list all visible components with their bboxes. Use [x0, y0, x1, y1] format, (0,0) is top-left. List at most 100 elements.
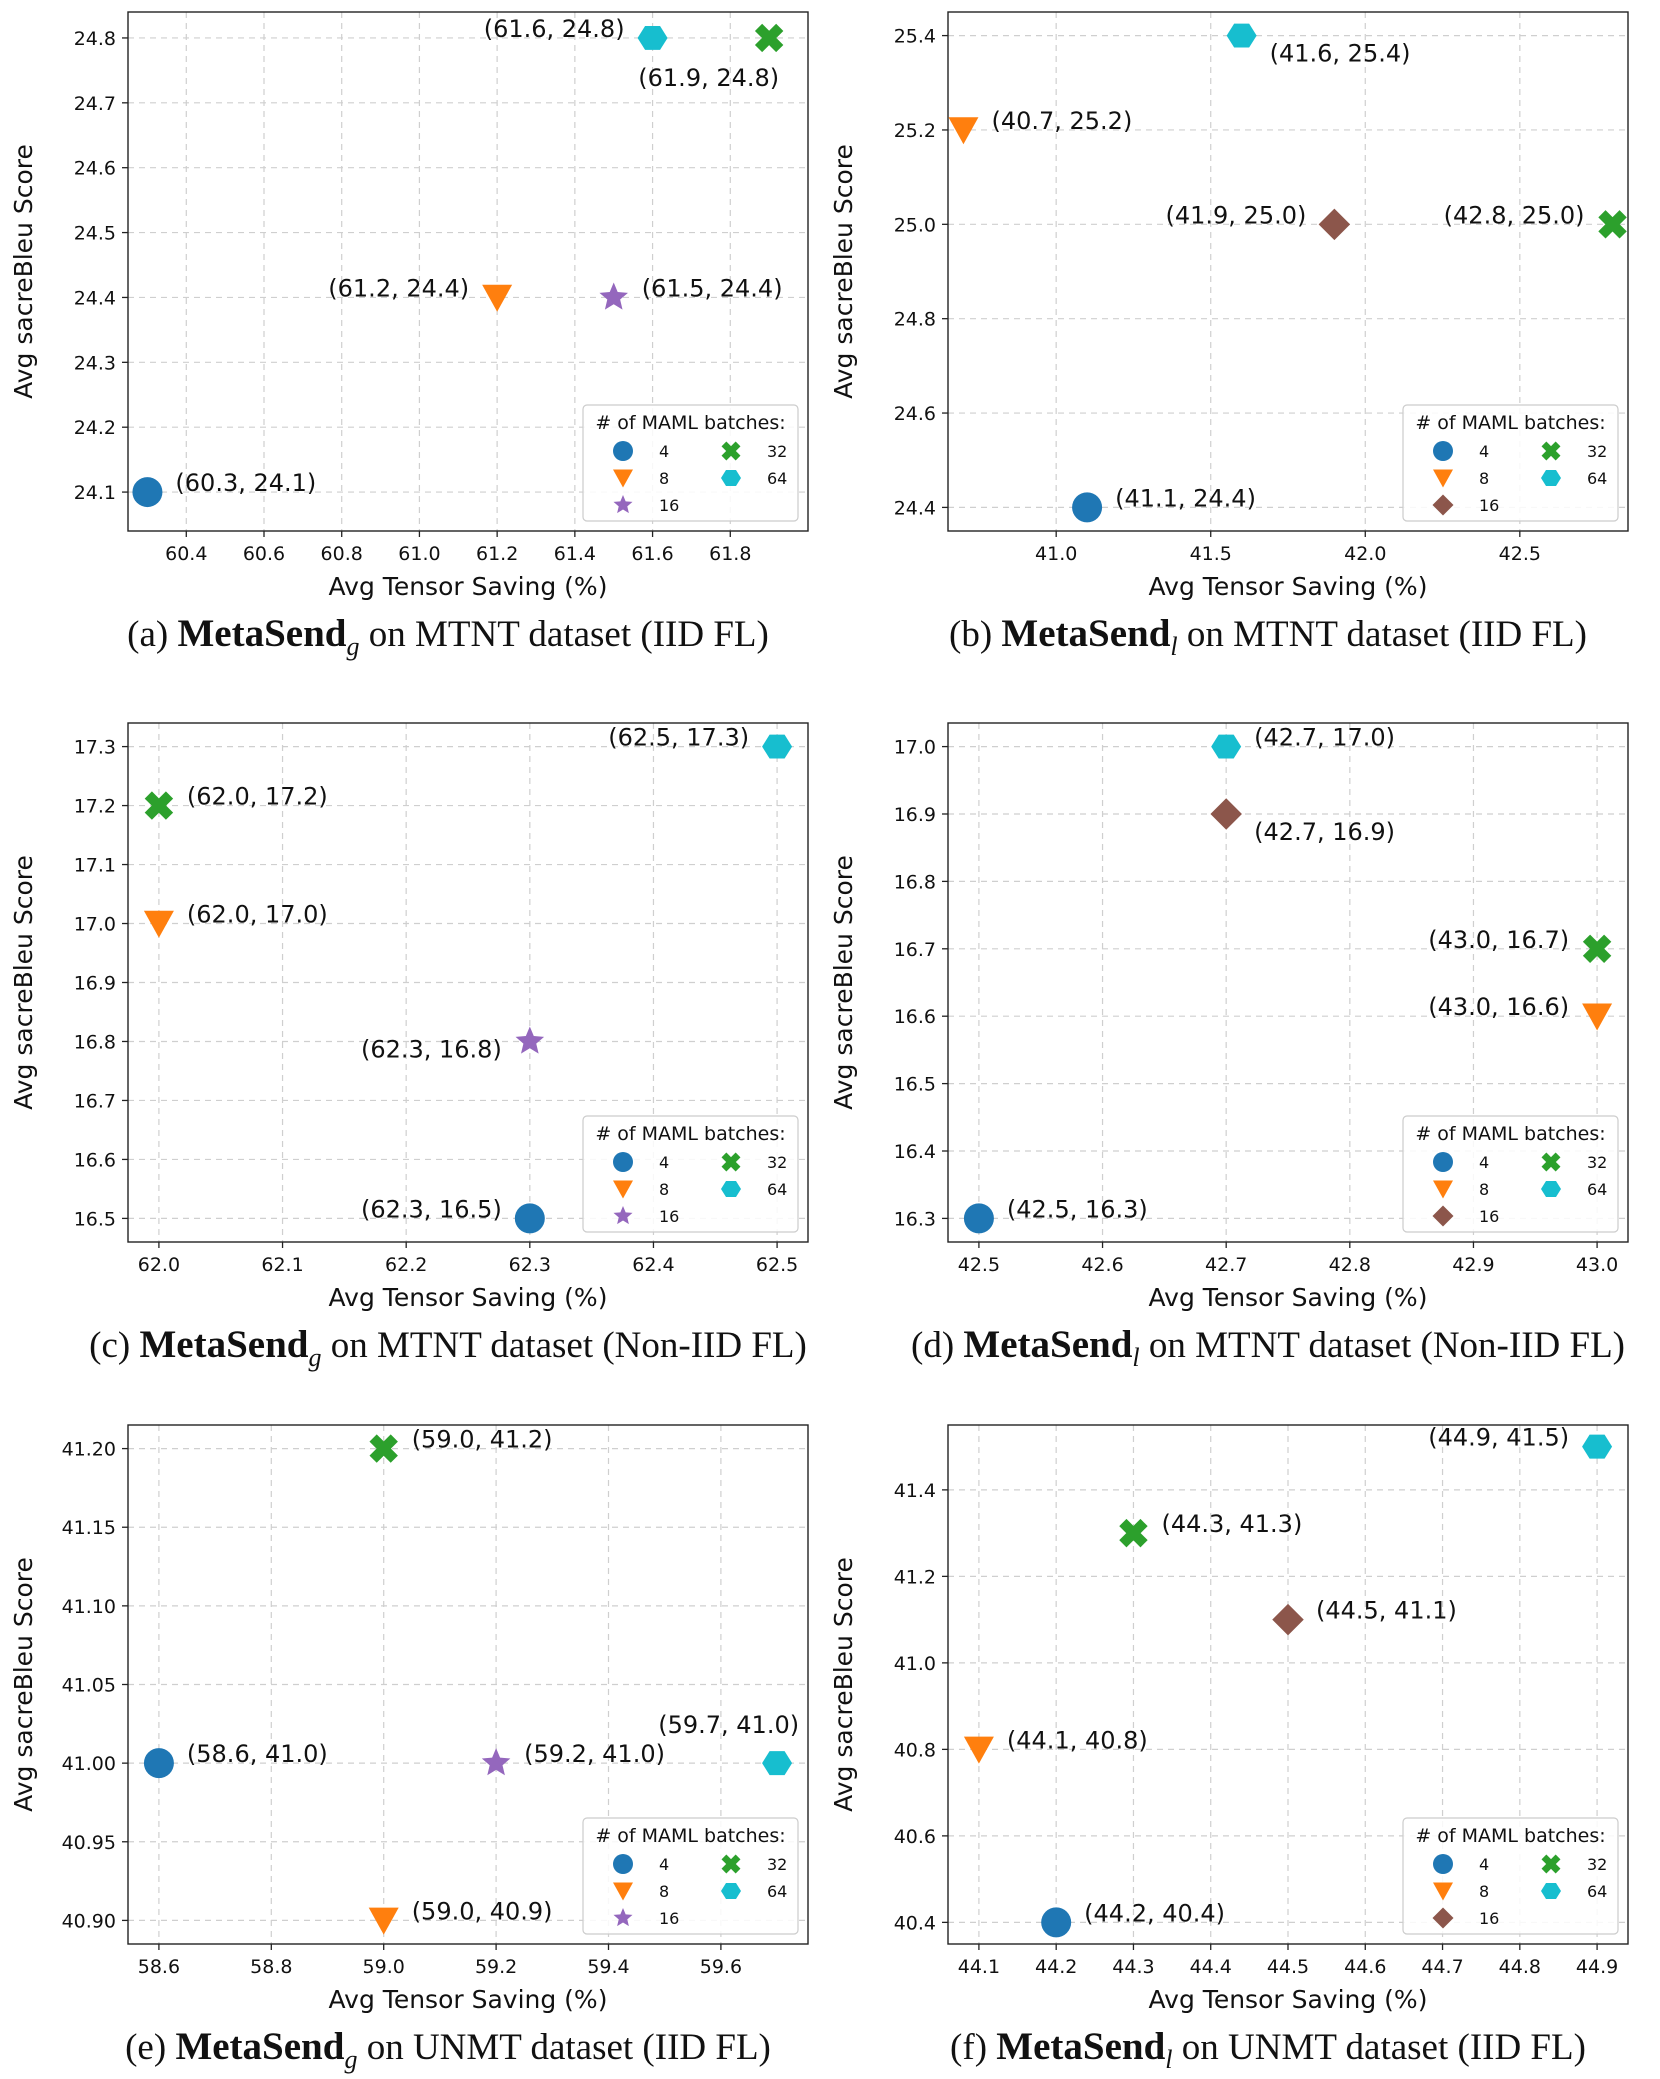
data-point-32-batches	[754, 23, 784, 53]
caption-label: (e)	[125, 2027, 175, 2068]
caption-label: (f)	[950, 2027, 996, 2068]
y-tick-label: 17.2	[74, 796, 116, 818]
data-label: (59.0, 41.2)	[412, 1426, 553, 1454]
x-axis-label: Avg Tensor Saving (%)	[1149, 572, 1428, 601]
legend-title: # of MAML batches:	[595, 1825, 785, 1847]
data-point-4-batches	[963, 1203, 994, 1234]
legend-box	[1402, 404, 1619, 522]
x-tick-label: 42.0	[1344, 543, 1386, 565]
figure-caption: (a) MetaSendg on MTNT dataset (IID FL)	[127, 612, 769, 661]
legend-marker-4	[613, 441, 633, 461]
data-label: (58.6, 41.0)	[187, 1740, 328, 1768]
caption-method: MetaSend	[175, 2025, 344, 2068]
caption-subscript: g	[308, 1343, 321, 1372]
legend-marker-32	[1541, 1152, 1561, 1172]
legend-marker-16	[613, 1206, 633, 1225]
x-tick-label: 62.2	[385, 1254, 427, 1276]
data-point-4-batches	[1072, 492, 1103, 523]
data-label: (60.3, 24.1)	[175, 469, 316, 497]
legend-box	[582, 1817, 799, 1935]
y-axis-label: Avg sacreBleu Score	[829, 1557, 858, 1812]
y-tick-label: 24.6	[74, 158, 116, 180]
chart-panel-c: 62.0 62.1 62.2 62.3 62.4 62.5 16.5 16.6 16.7 16.8…	[9, 722, 809, 1372]
caption-label: (b)	[949, 614, 1001, 655]
legend-label: 4	[1479, 1855, 1489, 1874]
x-tick-label: 61.6	[631, 543, 673, 565]
caption-subscript: g	[344, 2045, 357, 2074]
data-point-16-batches	[1318, 208, 1351, 241]
x-tick-label: 42.9	[1452, 1254, 1494, 1276]
legend-marker-64	[721, 470, 741, 486]
caption-subscript: l	[1170, 632, 1177, 661]
legend-marker-64	[721, 1181, 741, 1197]
legend-label: 4	[1479, 442, 1489, 461]
y-tick-label: 24.3	[74, 352, 116, 374]
legend-marker-32	[721, 1854, 741, 1874]
data-point-4-batches	[514, 1203, 545, 1234]
caption-subscript: l	[1165, 2045, 1172, 2074]
data-label: (42.7, 17.0)	[1254, 724, 1395, 752]
legend-marker-4	[613, 1854, 633, 1874]
data-label: (41.6, 25.4)	[1270, 40, 1411, 68]
legend-marker-32	[1541, 441, 1561, 461]
data-label: (61.6, 24.8)	[484, 15, 625, 43]
data-label: (59.7, 41.0)	[658, 1711, 799, 1739]
legend-marker-32-stroke-b	[1541, 441, 1561, 461]
data-label: (62.5, 17.3)	[608, 724, 749, 752]
x-tick-label: 62.0	[138, 1254, 180, 1276]
legend-title: # of MAML batches:	[1415, 1825, 1605, 1847]
legend-marker-64	[1541, 1181, 1561, 1197]
x-tick-label: 61.0	[398, 543, 440, 565]
y-tick-label: 16.5	[74, 1208, 116, 1230]
caption-text: on MTNT dataset (IID FL)	[360, 614, 769, 655]
y-tick-label: 24.7	[74, 93, 116, 115]
y-tick-label: 25.2	[894, 120, 936, 142]
data-point-8-batches	[143, 910, 174, 938]
legend-marker-64	[1541, 1883, 1561, 1899]
x-tick-label: 59.0	[363, 1956, 405, 1978]
legend-label: 64	[767, 1882, 787, 1901]
x-tick-label: 61.8	[709, 543, 751, 565]
x-tick-label: 60.4	[165, 543, 207, 565]
legend-label: 16	[1479, 496, 1499, 515]
data-point-8-batches	[368, 1907, 399, 1935]
legend-marker-8	[613, 469, 633, 488]
legend-marker-32-stroke-b	[721, 1854, 741, 1874]
legend-title: # of MAML batches:	[595, 1123, 785, 1145]
data-point-64-batches	[762, 734, 793, 759]
y-tick-label: 16.9	[74, 973, 116, 995]
data-label: (59.2, 41.0)	[524, 1740, 665, 1768]
data-point-32-batches-stroke-b	[369, 1434, 398, 1463]
data-point-16-batches	[515, 1026, 545, 1054]
legend-marker-8	[1433, 469, 1453, 488]
figure-caption: (e) MetaSendg on UNMT dataset (IID FL)	[125, 2025, 771, 2074]
figure-caption: (b) MetaSendl on MTNT dataset (IID FL)	[949, 612, 1587, 661]
data-label: (42.7, 16.9)	[1254, 818, 1395, 846]
data-label: (61.5, 24.4)	[642, 274, 783, 302]
data-point-64-batches	[1226, 23, 1257, 48]
y-tick-label: 25.4	[894, 26, 936, 48]
legend: # of MAML batches: 4 32 8 64 16	[1402, 404, 1619, 522]
legend-marker-16	[613, 495, 633, 514]
y-axis-label: Avg sacreBleu Score	[9, 1557, 38, 1812]
legend-label: 8	[1479, 469, 1489, 488]
y-axis-label: Avg sacreBleu Score	[829, 855, 858, 1110]
data-point-64-batches	[1582, 1434, 1613, 1459]
data-point-8-batches	[482, 284, 513, 312]
legend: # of MAML batches: 4 32 8 64 16	[582, 1817, 799, 1935]
legend-label: 8	[1479, 1882, 1489, 1901]
y-tick-label: 17.1	[74, 855, 116, 877]
legend-marker-4	[1433, 441, 1453, 461]
caption-method: MetaSend	[963, 1323, 1132, 1366]
y-tick-label: 16.5	[894, 1074, 936, 1096]
plot-area-frame	[947, 722, 1629, 1243]
data-point-64-batches	[762, 1751, 793, 1776]
caption-text: on MTNT dataset (IID FL)	[1178, 614, 1587, 655]
data-label: (40.7, 25.2)	[991, 107, 1132, 135]
legend-box	[582, 1115, 799, 1233]
x-axis-label: Avg Tensor Saving (%)	[1149, 1985, 1428, 2014]
x-tick-label: 42.7	[1205, 1254, 1247, 1276]
legend-title: # of MAML batches:	[595, 412, 785, 434]
x-tick-label: 44.4	[1190, 1956, 1232, 1978]
data-point-32-batches-stroke-b	[754, 23, 784, 53]
